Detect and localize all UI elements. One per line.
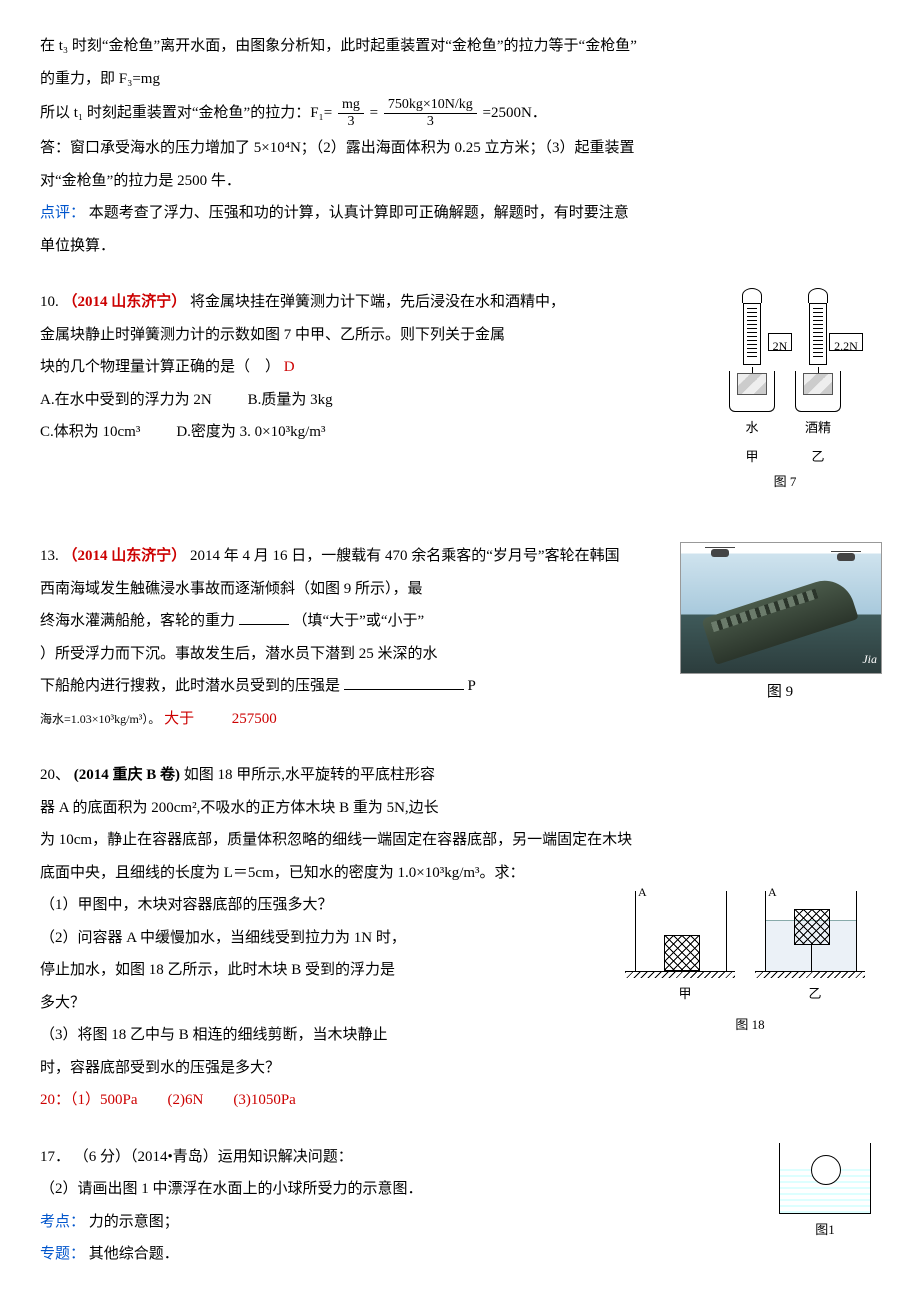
figure-1: 图1 (770, 1143, 880, 1243)
q10-source: （2014 山东济宁） (63, 294, 187, 310)
floating-ball (811, 1155, 841, 1185)
frac2-num: 750kg×10N/kg (384, 97, 477, 114)
q20-p3b: 时，容器底部受到水的压强是多大？ (40, 1054, 880, 1083)
frac1-den: 3 (338, 114, 364, 130)
kaodian-label: 考点： (40, 1214, 85, 1230)
q20-line-1: 20、 (2014 重庆 B 卷) 如图 18 甲所示,水平旋转的平底柱形容 (40, 761, 880, 790)
figure-18-left: A 甲 (635, 891, 735, 1007)
q13-rho-label: 海水=1.03×10³kg/m³）。 (40, 712, 160, 726)
scale-right: 2.2N 酒精 乙 (795, 288, 841, 469)
fraction-1: mg 3 (338, 97, 364, 130)
fig18-axis-a-2: A (768, 881, 777, 904)
intro-line-4: 答：窗口承受海水的压力增加了 5×10⁴N；（2）露出海面体积为 0.25 立方… (40, 134, 880, 163)
q10-text-3: 块的几个物理量计算正确的是（ ） (40, 359, 280, 375)
intro-line-1: 在 t₃ 时刻“金枪鱼”离开水面，由图象分析知，此时起重装置对“金枪鱼”的拉力等… (40, 32, 880, 61)
q10-options-row1: A.在水中受到的浮力为 2N B.质量为 3kg (40, 386, 678, 415)
figure-18: A 甲 A 乙 图 18 (620, 891, 880, 1037)
q13-number: 13. (40, 548, 59, 564)
q20-line-4: 底面中央，且细线的长度为 L＝5cm，已知水的密度为 1.0×10³kg/m³。… (40, 859, 880, 888)
q10-opt-a: A.在水中受到的浮力为 2N (40, 386, 212, 415)
figure-18-caption: 图 18 (620, 1013, 880, 1038)
dianping-text-1: 本题考查了浮力、压强和功的计算，认真计算即可正确解题，解题时，有时要注意 (89, 205, 629, 221)
q17-line-2: （2）请画出图 1 中漂浮在水面上的小球所受力的示意图． (40, 1175, 880, 1204)
fig18-sub-right: 乙 (765, 982, 865, 1007)
intro-line-6: 点评： 本题考查了浮力、压强和功的计算，认真计算即可正确解题，解题时，有时要注意 (40, 199, 880, 228)
scale-left-reading: 2N (768, 333, 793, 351)
q10-opt-b: B.质量为 3kg (248, 386, 333, 415)
q10-number: 10. (40, 294, 59, 310)
zhuanti-label: 专题： (40, 1246, 85, 1262)
q13-text-5b: P (468, 678, 476, 694)
fig18-axis-a-1: A (638, 881, 647, 904)
q20-line-3: 为 10cm，静止在容器底部，质量体积忽略的细线一端固定在容器底部，另一端固定在… (40, 826, 880, 855)
q20-source: (2014 重庆 B 卷) (74, 767, 180, 783)
q13-text-3b: （填“大于”或“小于” (293, 613, 425, 629)
intro-l3c: =2500N． (483, 105, 547, 121)
scale-right-sublabel: 乙 (811, 445, 824, 470)
q10-opt-c: C.体积为 10cm³ (40, 418, 140, 447)
q13-ans1: 大于 (164, 711, 194, 727)
intro-l3a: 所以 t₁ 时刻起重装置对“金枪鱼”的拉力：F₁= (40, 105, 332, 121)
kaodian-text: 力的示意图； (89, 1214, 179, 1230)
q17-meta: （6 分）（2014•青岛）运用知识解决问题： (74, 1149, 353, 1165)
q10-answer: D (284, 359, 295, 375)
q10-text-1: 将金属块挂在弹簧测力计下端，先后浸没在水和酒精中， (190, 294, 565, 310)
dianping-label: 点评： (40, 205, 85, 221)
cup-alcohol (795, 371, 841, 412)
q20-text-1: 如图 18 甲所示,水平旋转的平底柱形容 (184, 767, 435, 783)
figure-7: 2N 水 甲 2.2N 酒精 乙 图 7 (690, 288, 880, 494)
fraction-2: 750kg×10N/kg 3 (384, 97, 477, 130)
figure-7-caption: 图 7 (690, 470, 880, 495)
cup-water-label: 水 (745, 416, 758, 441)
figure-1-caption: 图1 (770, 1218, 880, 1243)
q17-line-1: 17． （6 分）（2014•青岛）运用知识解决问题： (40, 1143, 880, 1172)
q13-line-6: 海水=1.03×10³kg/m³）。 大于 257500 (40, 705, 880, 734)
q13-text-3a: 终海水灌满船舱，客轮的重力 (40, 613, 235, 629)
figure-18-right: A 乙 (765, 891, 865, 1007)
q13-text-1: 2014 年 4 月 16 日，一艘载有 470 余名乘客的“岁月号”客轮在韩国 (190, 548, 620, 564)
q10-opt-d: D.密度为 3. 0×10³kg/m³ (176, 418, 325, 447)
scale-left: 2N 水 甲 (729, 288, 775, 469)
figure-9-caption: 图 9 (680, 678, 880, 707)
q20-answer: 20：（1）500Pa (2)6N (3)1050Pa (40, 1086, 880, 1115)
q13-blank-1 (239, 609, 289, 625)
cube-b-left (664, 935, 700, 971)
q20-line-2: 器 A 的底面积为 200cm²,不吸水的正方体木块 B 重为 5N,边长 (40, 794, 880, 823)
cup-water (729, 371, 775, 412)
q13-source: （2014 山东济宁） (63, 548, 187, 564)
q13-blank-2 (344, 674, 464, 690)
q13-text-5a: 下船舱内进行搜救，此时潜水员受到的压强是 (40, 678, 340, 694)
ship-photo: Jia (680, 542, 882, 674)
q17-kaodian: 考点： 力的示意图； (40, 1208, 880, 1237)
q10-options-row2: C.体积为 10cm³ D.密度为 3. 0×10³kg/m³ (40, 418, 678, 447)
intro-line-5: 对“金枪鱼”的拉力是 2500 牛． (40, 167, 880, 196)
zhuanti-text: 其他综合题． (89, 1246, 179, 1262)
q17-zhuanti: 专题： 其他综合题． (40, 1240, 880, 1269)
intro-l3b: = (370, 105, 378, 121)
intro-line-7: 单位换算． (40, 232, 880, 261)
intro-line-2: 的重力，即 F₃=mg (40, 65, 880, 94)
q20-number: 20、 (40, 767, 70, 783)
q13-ans2: 257500 (232, 711, 277, 727)
fig18-sub-left: 甲 (635, 982, 735, 1007)
frac1-num: mg (338, 97, 364, 114)
scale-right-reading: 2.2N (829, 333, 863, 351)
scale-left-sublabel: 甲 (745, 445, 758, 470)
q17-number: 17． (40, 1149, 70, 1165)
intro-line-3: 所以 t₁ 时刻起重装置对“金枪鱼”的拉力：F₁= mg 3 = 750kg×1… (40, 97, 880, 130)
figure-9: Jia 图 9 (680, 542, 880, 707)
cube-b-right (794, 909, 830, 945)
frac2-den: 3 (384, 114, 477, 130)
cup-alcohol-label: 酒精 (805, 416, 831, 441)
photo-watermark: Jia (862, 648, 877, 671)
